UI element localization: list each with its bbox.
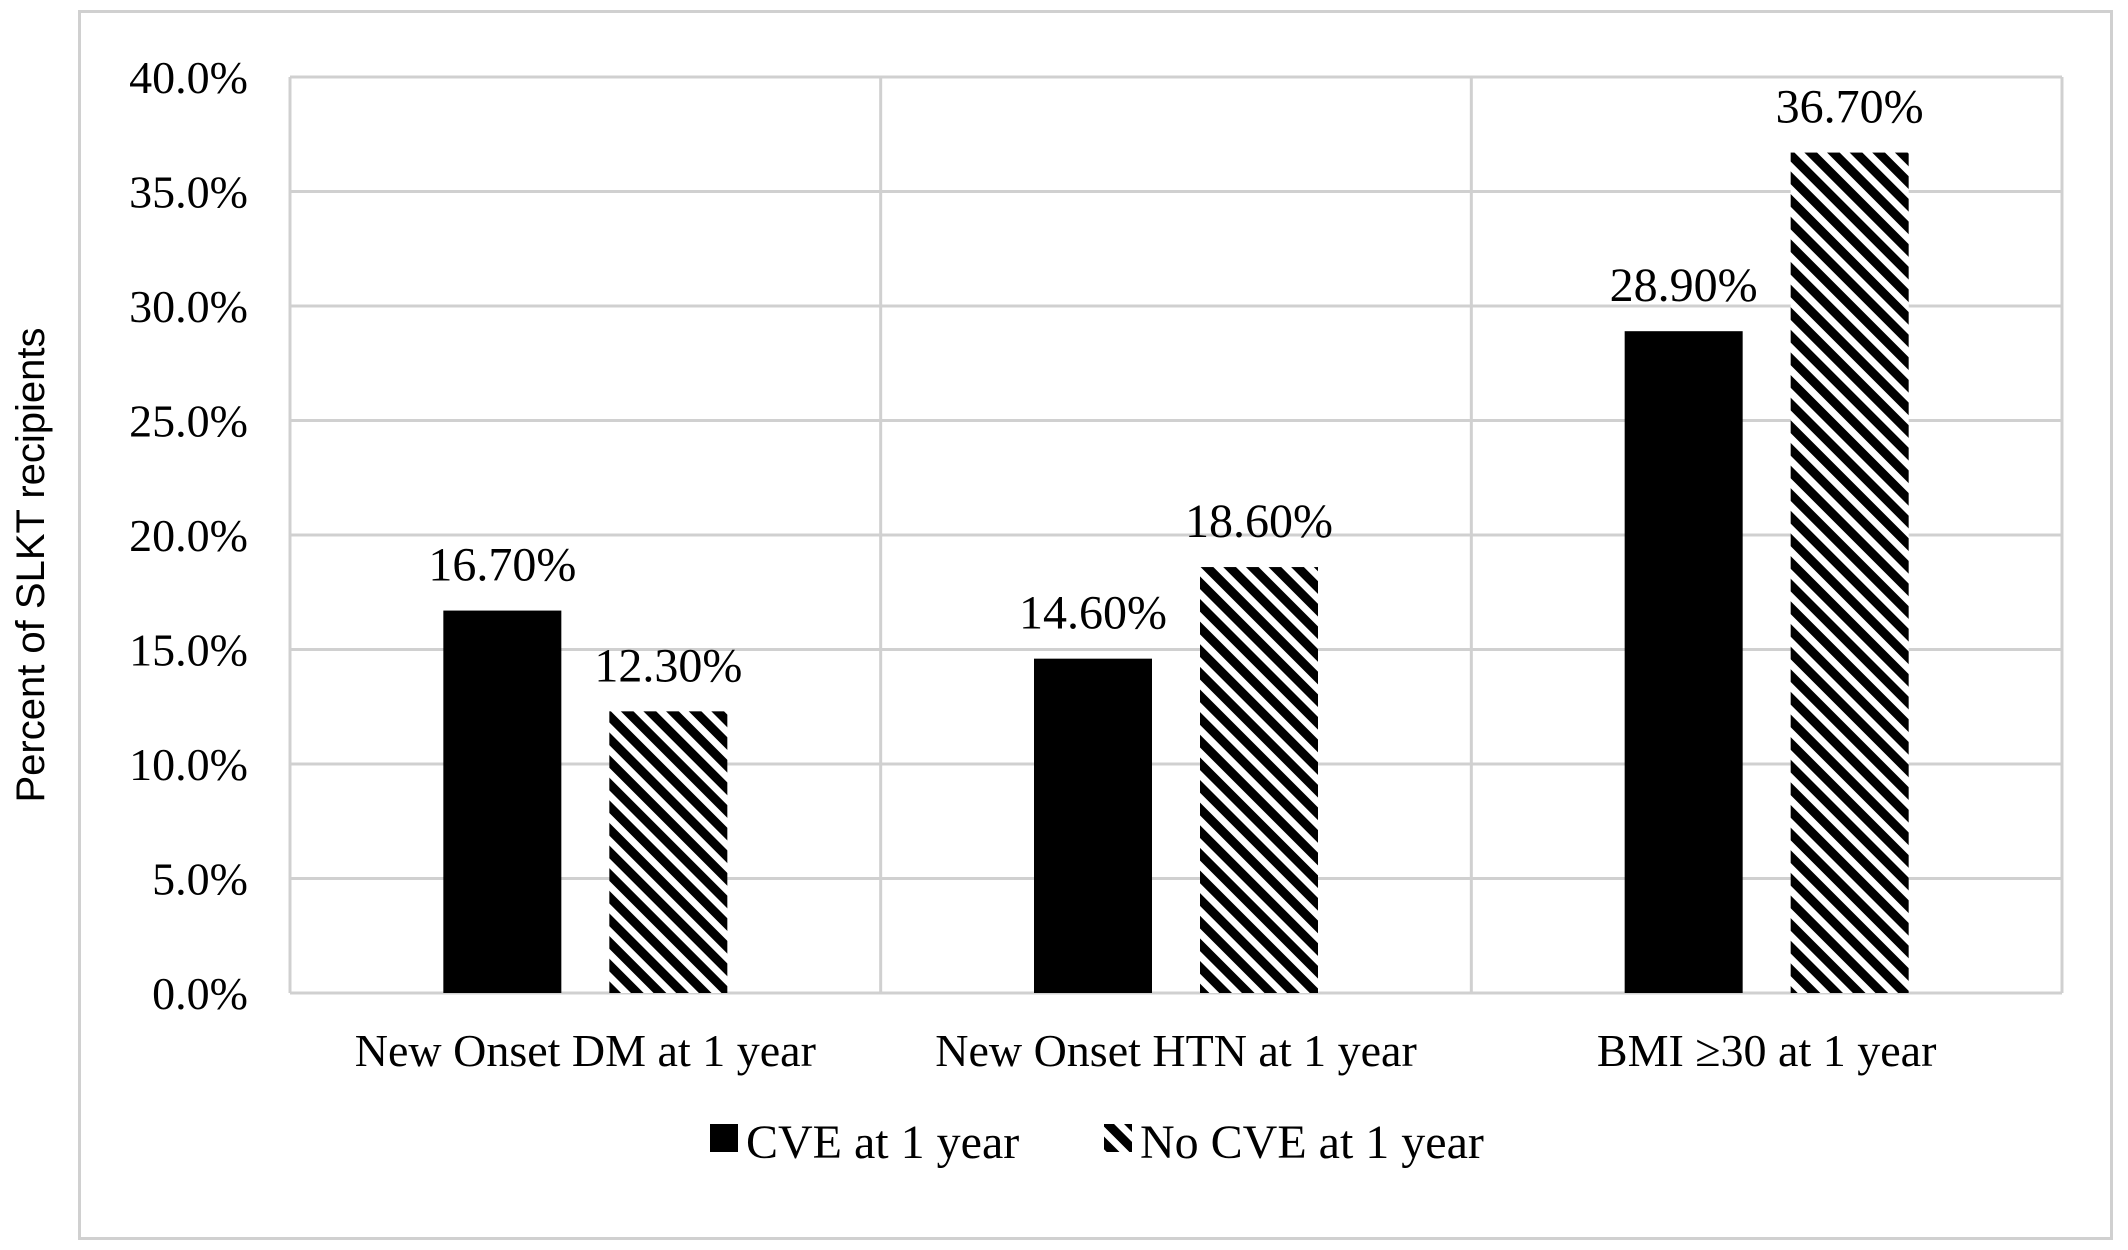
x-tick-label: New Onset HTN at 1 year: [935, 1025, 1417, 1076]
gridlines: [288, 75, 2064, 995]
legend-label: CVE at 1 year: [746, 1116, 1019, 1169]
bar: [609, 711, 728, 993]
data-label: 18.60%: [1185, 495, 1333, 548]
y-axis-title: Percent of SLKT recipients: [9, 327, 53, 802]
y-tick-label: 30.0%: [129, 281, 248, 332]
legend-swatch: [1104, 1124, 1132, 1152]
bar: [1790, 152, 1909, 993]
y-tick-label: 40.0%: [129, 52, 248, 103]
y-tick-label: 0.0%: [152, 968, 248, 1019]
legend-label: No CVE at 1 year: [1140, 1116, 1484, 1169]
bar: [443, 610, 562, 993]
data-label: 14.60%: [1019, 587, 1167, 640]
data-label: 28.90%: [1610, 259, 1758, 312]
x-tick-label: New Onset DM at 1 year: [355, 1025, 816, 1076]
y-tick-label: 25.0%: [129, 396, 248, 447]
y-tick-label: 10.0%: [129, 739, 248, 790]
y-tick-label: 35.0%: [129, 167, 248, 218]
y-tick-label: 20.0%: [129, 510, 248, 561]
data-label: 36.70%: [1776, 81, 1924, 134]
bar: [1034, 658, 1152, 993]
data-label: 16.70%: [428, 539, 576, 592]
bars: [443, 152, 1909, 993]
bar: [1200, 567, 1318, 993]
labels: 0.0% 5.0% 10.0% 15.0% 20.0% 25.0% 30.0% 35.0% 40…: [129, 52, 1936, 1076]
legend: CVE at 1 year No CVE at 1 year: [710, 1116, 1484, 1169]
legend-swatch: [710, 1124, 738, 1152]
data-label: 12.30%: [594, 639, 742, 692]
chart-frame: [78, 10, 2113, 1240]
y-tick-label: 15.0%: [129, 625, 248, 676]
bar: [1624, 331, 1743, 993]
x-tick-label: BMI ≥30 at 1 year: [1597, 1025, 1937, 1076]
y-tick-label: 5.0%: [152, 854, 248, 905]
